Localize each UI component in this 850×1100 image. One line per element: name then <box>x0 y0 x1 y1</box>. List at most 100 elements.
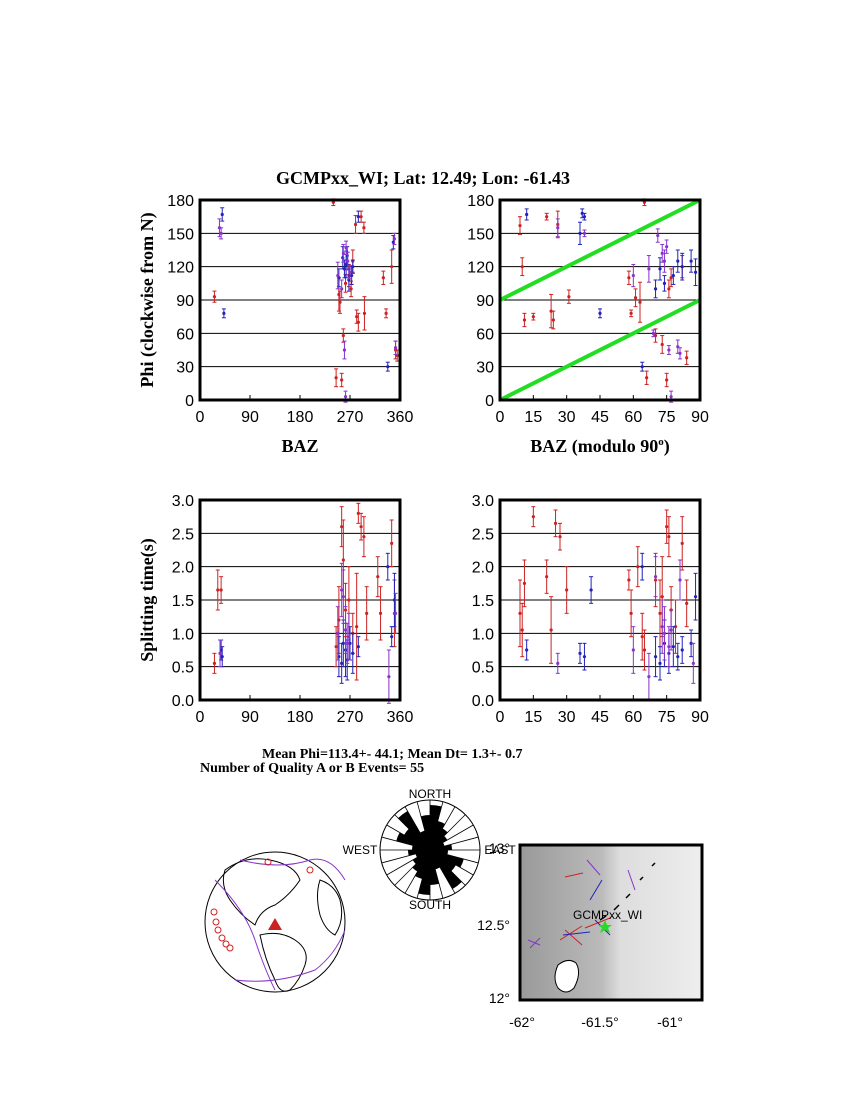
point-marker <box>341 256 345 260</box>
x-tick-label: 75 <box>658 409 676 426</box>
data-point-purple <box>342 340 347 360</box>
point-marker <box>365 611 369 615</box>
rose-petal <box>430 844 453 850</box>
y-tick-label: 90 <box>176 293 194 310</box>
x-tick-label: 360 <box>387 709 414 726</box>
data-point-red <box>531 506 536 528</box>
point-marker <box>386 365 390 369</box>
data-point-red <box>642 629 647 671</box>
point-marker <box>631 648 635 652</box>
phi-vs-baz-panel: 0 30 60 90 120 150 180 0 90 180 270 360 <box>167 193 413 426</box>
globe-continent-south-america <box>259 932 307 992</box>
phi-baz-xlabel: BAZ <box>281 436 318 456</box>
data-point-purple <box>660 599 665 654</box>
point-marker <box>336 273 340 278</box>
point-marker <box>381 276 385 280</box>
x-tick-label: 60 <box>624 409 642 426</box>
point-marker <box>522 581 527 585</box>
data-point-red <box>353 215 358 234</box>
event-marker <box>226 944 234 952</box>
point-marker <box>334 376 338 380</box>
data-point-purple <box>662 249 667 273</box>
point-marker <box>647 267 651 271</box>
point-marker <box>549 309 553 313</box>
y-tick-label: 2.5 <box>472 526 494 543</box>
point-marker <box>658 661 662 665</box>
rose-petal <box>415 850 430 879</box>
point-marker <box>359 215 363 219</box>
point-marker <box>525 648 529 652</box>
data-point-blue <box>598 308 602 319</box>
point-marker <box>222 311 226 315</box>
data-point-blue <box>589 576 594 604</box>
y-tick-label: 3.0 <box>472 493 494 510</box>
split-bar <box>564 929 583 946</box>
data-point-purple <box>666 626 671 668</box>
data-point-red <box>356 312 361 332</box>
point-marker <box>660 595 664 599</box>
rose-petal <box>420 830 430 850</box>
point-marker <box>582 231 587 235</box>
data-point-blue <box>640 552 645 581</box>
split-bar <box>564 872 584 878</box>
point-marker <box>340 525 344 529</box>
rose-north-label: NORTH <box>409 787 451 801</box>
point-marker <box>669 628 673 632</box>
data-point-red <box>362 296 367 331</box>
point-marker <box>220 655 224 659</box>
rose-petal <box>430 805 442 850</box>
map-lon-label-61-5: -61.5° <box>581 1014 619 1030</box>
point-marker <box>669 276 673 280</box>
data-point-purple <box>346 612 351 661</box>
point-marker <box>376 575 380 579</box>
data-point-red <box>522 559 527 608</box>
data-point-blue <box>653 636 658 678</box>
point-marker <box>393 346 398 350</box>
point-marker <box>598 311 602 315</box>
point-marker <box>386 565 390 569</box>
point-marker <box>551 318 555 322</box>
point-marker <box>653 575 658 579</box>
data-point-blue <box>693 258 698 287</box>
x-tick-label: 180 <box>287 709 314 726</box>
point-marker <box>647 675 651 679</box>
point-marker <box>578 651 582 655</box>
y-tick-label: 2.5 <box>172 526 194 543</box>
data-point-blue <box>658 646 662 681</box>
rose-petal <box>430 821 445 850</box>
phi-ylabel: Phi (clockwise from N) <box>137 212 158 387</box>
x-tick-label: 360 <box>387 409 414 426</box>
data-point-red <box>549 293 554 329</box>
point-marker <box>362 535 366 539</box>
rose-petal <box>412 850 430 865</box>
rose-petal <box>412 845 430 850</box>
point-marker <box>567 295 571 299</box>
point-marker <box>665 378 669 382</box>
data-point-red <box>684 579 689 628</box>
x-tick-label: 75 <box>658 709 676 726</box>
data-point-purple <box>582 229 587 238</box>
data-point-purple <box>219 227 224 240</box>
point-marker <box>340 287 344 291</box>
data-point-red <box>212 290 217 303</box>
point-marker <box>393 611 398 615</box>
point-marker <box>580 211 584 215</box>
data-point-purple <box>646 652 651 701</box>
mean-stats: Mean Phi=113.4+- 44.1; Mean Dt= 1.3+- 0.… <box>262 747 523 762</box>
x-tick-label: 180 <box>287 409 314 426</box>
point-marker <box>693 595 698 599</box>
data-point-purple <box>664 239 669 254</box>
split-bar <box>529 937 541 949</box>
data-point-red <box>629 309 634 318</box>
rose-petal <box>404 828 430 850</box>
data-point-red <box>354 309 359 324</box>
point-marker <box>355 315 359 319</box>
point-marker <box>531 315 535 319</box>
point-marker <box>689 259 693 263</box>
data-point-red <box>520 257 525 277</box>
point-marker <box>343 395 348 399</box>
data-point-red <box>638 281 642 323</box>
point-marker <box>356 645 360 649</box>
data-point-purple <box>655 228 660 243</box>
